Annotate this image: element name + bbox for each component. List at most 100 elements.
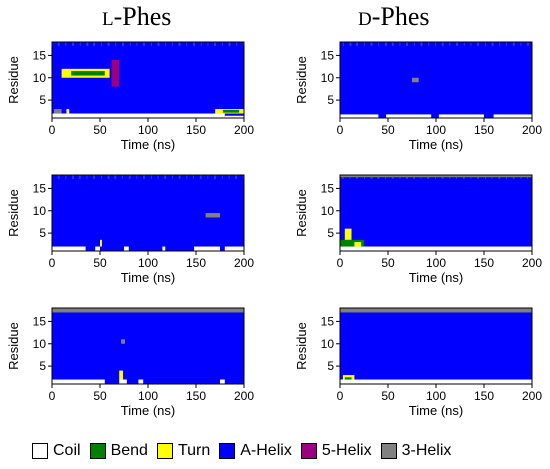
heatmap-streak (115, 175, 117, 179)
heatmap-streak (86, 175, 88, 179)
heatmap-streak (448, 308, 450, 312)
heatmap-streak (143, 308, 144, 312)
heatmap-streak (93, 175, 95, 179)
heatmap-streak (194, 42, 195, 46)
heatmap-streak (79, 42, 81, 46)
heatmap-streak (150, 175, 152, 179)
heatmap-streak (506, 308, 507, 312)
heatmap-streak (172, 42, 173, 46)
x-axis-label: Time (ns) (409, 403, 463, 418)
heatmap-streak (57, 42, 59, 46)
heatmap-streak (399, 42, 401, 46)
heatmap-streak (427, 175, 429, 179)
heatmap-streak (399, 175, 401, 179)
heatmap-streak (420, 175, 422, 179)
heatmap-streak (456, 308, 457, 312)
heatmap-streak (94, 308, 96, 312)
heatmap-streak (364, 308, 365, 312)
heatmap-streak (386, 42, 387, 46)
heatmap-streak (165, 42, 167, 46)
x-axis-label: Time (ns) (409, 270, 463, 285)
heatmap-streak (228, 175, 230, 179)
heatmap-streak (364, 42, 365, 46)
heatmap-streak (342, 308, 344, 312)
x-tick-label: 150 (474, 123, 494, 137)
heatmap-streak (391, 42, 393, 46)
heatmap-streak (235, 308, 237, 312)
y-tick-label: 15 (33, 48, 47, 62)
heatmap-region-turn (344, 228, 352, 240)
heatmap-streak (420, 42, 422, 46)
y-tick-label: 15 (33, 314, 47, 328)
heatmap-streak (178, 308, 180, 312)
y-tick-label: 5 (39, 93, 46, 107)
heatmap-streak (356, 308, 358, 312)
x-tick-label: 0 (337, 389, 344, 403)
heatmap-streak (356, 175, 358, 179)
heatmap-streak (349, 42, 351, 46)
heatmap-panel-L-3: 0 50 100 150 200 5 10 15 Time (ns) Residue (6, 307, 254, 418)
legend-item-bend: Bend (89, 442, 148, 460)
heatmap-streak (498, 308, 500, 312)
y-tick-label: 10 (33, 337, 47, 351)
y-axis-label: Residue (6, 322, 21, 370)
heatmap-streak (123, 42, 124, 46)
heatmap-streak (57, 175, 59, 179)
heatmap-streak (449, 308, 451, 312)
heatmap-streak (58, 42, 60, 46)
heatmap-streak (100, 42, 102, 46)
heatmap-streak (57, 308, 59, 312)
heatmap-streak (435, 308, 436, 312)
heatmap-streak (122, 175, 123, 179)
heatmap-streak (221, 175, 223, 179)
heatmap-streak (413, 42, 415, 46)
heatmap-streak (342, 175, 344, 179)
heatmap-region-a-helix (378, 113, 387, 118)
x-tick-label: 150 (186, 123, 206, 137)
legend-item-a-helix: A-Helix (219, 442, 292, 460)
heatmap-streak (199, 308, 201, 312)
heatmap-streak (144, 42, 145, 46)
heatmap-streak (407, 175, 408, 179)
heatmap-region-bend (71, 71, 105, 76)
heatmap-streak (357, 175, 359, 179)
heatmap-streak (129, 308, 131, 312)
heatmap-region-3-helix (52, 308, 244, 313)
y-tick-label: 10 (321, 71, 335, 85)
heatmap-streak (136, 308, 138, 312)
heatmap-streak (221, 308, 223, 312)
heatmap-streak (100, 175, 102, 179)
heatmap-streak (350, 42, 352, 46)
heatmap-streak (406, 308, 408, 312)
heatmap-streak (520, 175, 522, 179)
heatmap-panel-D-3: 0 50 100 150 200 5 10 15 Time (ns) Residue (294, 307, 542, 418)
heatmap-region-coil (162, 246, 166, 251)
heatmap-region-coil (194, 246, 220, 251)
y-tick-label: 10 (33, 71, 47, 85)
heatmap-streak (462, 175, 464, 179)
heatmap-streak (441, 308, 443, 312)
heatmap-streak (243, 308, 244, 312)
y-tick-label: 5 (327, 359, 334, 373)
heatmap-streak (442, 175, 444, 179)
heatmap-streak (413, 308, 415, 312)
heatmap-streak (107, 308, 109, 312)
heatmap-streak (398, 308, 400, 312)
heatmap-region-turn (66, 109, 70, 114)
heatmap-region-3-helix (340, 308, 532, 313)
heatmap-streak (79, 175, 81, 179)
heatmap-streak (100, 308, 101, 312)
heatmap-streak (484, 308, 485, 312)
heatmap-streak (428, 308, 430, 312)
heatmap-streak (128, 175, 130, 179)
heatmap-streak (186, 308, 188, 312)
heatmap-streak (193, 175, 194, 179)
legend-swatch (156, 443, 173, 459)
heatmap-streak (93, 308, 95, 312)
heatmap-streak (491, 42, 493, 46)
heatmap-streak (463, 308, 465, 312)
heatmap-streak (150, 308, 152, 312)
heatmap-streak (392, 42, 394, 46)
heatmap-streak (399, 308, 401, 312)
heatmap-streak (107, 175, 109, 179)
